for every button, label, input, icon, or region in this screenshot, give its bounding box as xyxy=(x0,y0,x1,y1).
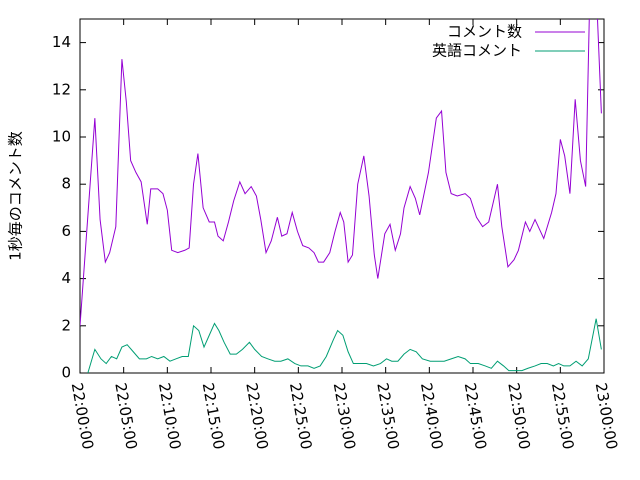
x-tick-label: 22:20:00 xyxy=(242,381,271,450)
x-tick-label: 22:45:00 xyxy=(461,381,490,450)
legend-label: 英語コメント xyxy=(432,42,522,60)
x-tick-label: 22:25:00 xyxy=(286,381,315,450)
y-tick-label: 2 xyxy=(61,316,71,334)
x-tick-label: 22:50:00 xyxy=(504,381,533,450)
plot-lines xyxy=(80,19,602,373)
x-tick-label: 23:00:00 xyxy=(592,381,621,450)
y-tick-label: 10 xyxy=(52,128,71,146)
x-tick-label: 22:10:00 xyxy=(155,381,184,450)
plot-border xyxy=(79,18,605,374)
x-tick-label: 22:00:00 xyxy=(68,381,97,450)
x-tick-label: 22:40:00 xyxy=(417,381,446,450)
y-tick-label: 14 xyxy=(52,33,71,51)
series-line xyxy=(80,19,602,326)
y-tick-label: 12 xyxy=(52,80,71,98)
x-tick-label: 22:05:00 xyxy=(111,381,140,450)
y-axis-label: 1秒毎のコメント数 xyxy=(7,131,25,261)
x-tick-label: 22:55:00 xyxy=(548,381,577,450)
x-tick-label: 22:35:00 xyxy=(373,381,402,450)
legend-label: コメント数 xyxy=(447,23,522,41)
series-line xyxy=(87,318,602,373)
y-tick-label: 4 xyxy=(61,269,71,287)
x-tick-label: 22:15:00 xyxy=(199,381,228,450)
y-tick-label: 8 xyxy=(61,175,71,193)
y-tick-label: 6 xyxy=(61,222,71,240)
y-tick-label: 0 xyxy=(61,364,71,382)
x-tick-label: 22:30:00 xyxy=(330,381,359,450)
